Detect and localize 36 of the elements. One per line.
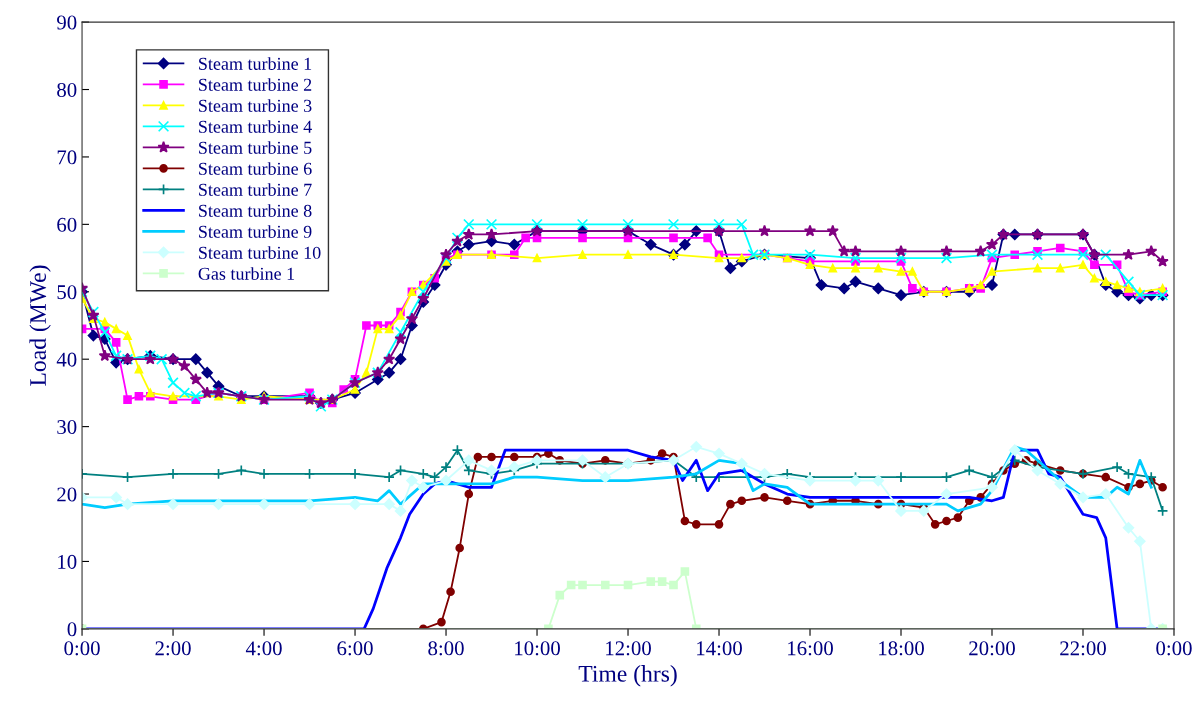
y-tick-label: 60 (57, 217, 77, 232)
y-tick-label: 50 (57, 285, 77, 300)
x-tick-label: 6:00 (337, 641, 373, 656)
legend-label: Steam turbine 3 (199, 99, 312, 112)
y-tick-label: 10 (58, 554, 77, 569)
x-tick-label: 2:00 (155, 641, 191, 656)
legend-label: Steam turbine 10 (199, 246, 321, 259)
x-tick-label: 10:00 (515, 641, 560, 656)
legend-label: Steam turbine 9 (199, 225, 312, 238)
x-tick-label: 8:00 (428, 641, 464, 656)
x-tick-label: 0:00 (64, 641, 100, 656)
x-tick-label: 18:00 (879, 641, 924, 656)
legend-label: Steam turbine 1 (199, 57, 312, 70)
y-tick-label: 80 (57, 82, 77, 97)
x-tick-label: 12:00 (606, 641, 651, 656)
legend-label: Steam turbine 2 (199, 78, 312, 91)
legend-label: Steam turbine 8 (199, 204, 312, 217)
x-axis-title: Time (hrs) (578, 665, 677, 687)
y-tick-label: 0 (67, 622, 77, 637)
legend-label: Gas turbine 1 (198, 267, 295, 280)
legend-label: Steam turbine 5 (199, 141, 312, 154)
x-tick-label: 22:00 (1060, 641, 1106, 656)
y-tick-label: 70 (57, 150, 77, 165)
y-tick-label: 20 (57, 487, 77, 502)
x-tick-label: 4:00 (245, 641, 282, 656)
x-tick-label: 14:00 (697, 641, 742, 656)
y-axis-title: Load (MWe) (29, 265, 51, 386)
y-tick-label: 30 (57, 419, 77, 435)
y-tick-label: 90 (57, 15, 77, 30)
legend-label: Steam turbine 4 (199, 120, 312, 133)
x-tick-label: 20:00 (969, 641, 1015, 656)
x-tick-label: 0:00 (1156, 641, 1192, 656)
legend-label: Steam turbine 6 (199, 162, 312, 175)
y-tick-label: 40 (56, 352, 77, 367)
legend-label: Steam turbine 7 (199, 183, 312, 196)
x-tick-label: 16:00 (788, 641, 833, 656)
